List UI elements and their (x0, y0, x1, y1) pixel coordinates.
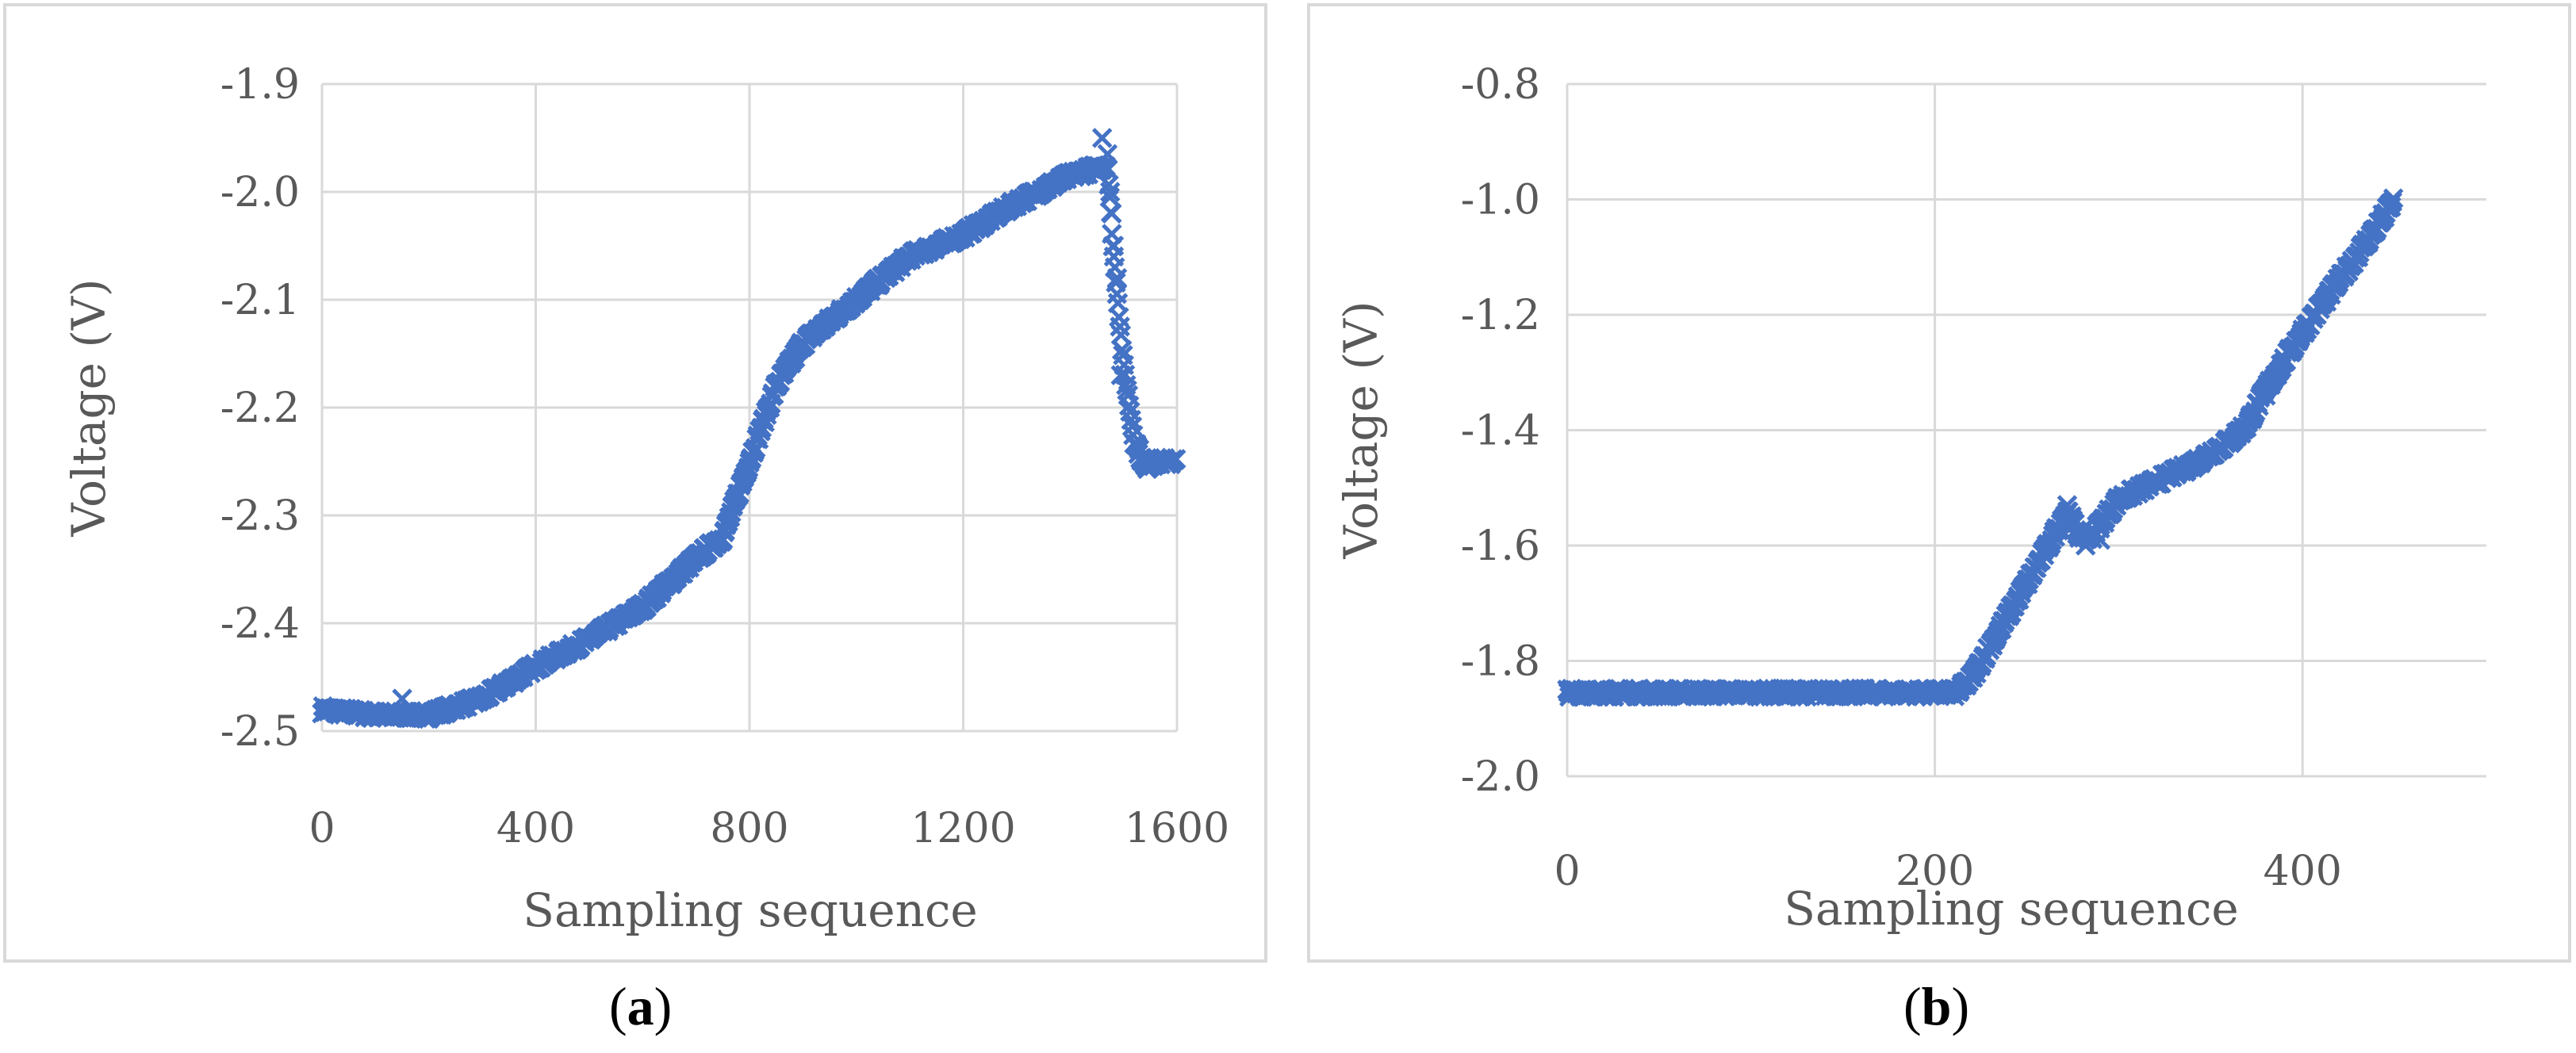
data-point-marker (1091, 128, 1113, 148)
chart-a-x-tick-label: 1200 (910, 805, 1015, 852)
data-point-marker (1110, 365, 1132, 385)
chart-a-y-tick-label: -1.9 (220, 61, 300, 109)
chart-a-y-tick-label: -2.4 (220, 600, 300, 648)
chart-a-y-tick-label: -2.1 (220, 277, 300, 324)
chart-a-x-tick-label: 400 (496, 805, 575, 852)
data-point-marker (1106, 268, 1128, 289)
chart-b-y-tick-label: -0.8 (1461, 61, 1540, 109)
chart-a-x-tick-label: 1600 (1125, 805, 1229, 852)
data-point-marker (1165, 449, 1186, 469)
chart-b-markers (1557, 188, 2404, 707)
data-point-marker (2090, 529, 2110, 550)
data-point-marker (392, 688, 412, 709)
chart-a-y-tick-label: -2.2 (220, 385, 300, 432)
chart-b-y-tick-label: -1.2 (1461, 292, 1540, 339)
chart-a-tick-labels: -2.5 -2.4 -2.3 -2.2 -2.1 -2.0 -1.9 0 400 800 1200 1… (220, 61, 1229, 852)
data-point-marker (1100, 182, 1121, 202)
chart-a-markers (312, 128, 1186, 729)
chart-b-tick-labels: -2.0 -1.8 -1.6 -1.4 -1.2 -1.0 -0.8 0 200 400 (1461, 61, 2342, 895)
chart-b-y-axis-title: Voltage (V) (1334, 301, 1388, 560)
data-point-marker (1097, 144, 1118, 165)
chart-b-y-tick-label: -1.6 (1461, 523, 1540, 570)
panel-label-a: (a) (609, 976, 673, 1036)
chart-a-x-axis-title: Sampling sequence (523, 883, 978, 937)
data-point-marker (1117, 380, 1137, 400)
chart-a-y-tick-label: -2.3 (220, 492, 300, 540)
data-point-marker (2256, 385, 2276, 406)
chart-a-gridlines (320, 82, 1179, 733)
chart-panel-a-frame (3, 3, 1267, 963)
data-point-marker (2382, 188, 2404, 209)
panel-label-b: (b) (1903, 976, 1970, 1036)
chart-a-x-tick-label: 800 (710, 805, 788, 852)
chart-panel-b-frame (1307, 3, 2571, 963)
chart-b-gridlines (1566, 82, 2486, 778)
chart-b-x-tick-label: 0 (1554, 848, 1580, 895)
data-point-marker (1102, 203, 1122, 224)
data-point-marker (2075, 535, 2096, 556)
data-point-marker (1103, 235, 1125, 256)
data-point-marker (2057, 495, 2078, 515)
chart-a-y-axis-title: Voltage (V) (62, 279, 116, 538)
chart-b-x-axis-title: Sampling sequence (1784, 882, 2239, 936)
chart-b-y-tick-label: -1.4 (1461, 408, 1540, 455)
chart-a-x-tick-label: 0 (309, 805, 335, 852)
chart-b-x-tick-label: 200 (1896, 848, 1974, 895)
chart-a-y-tick-label: -2.0 (220, 169, 300, 216)
chart-b-y-tick-label: -1.8 (1461, 638, 1540, 686)
chart-b-x-tick-label: 400 (2264, 848, 2342, 895)
chart-a-y-tick-label: -2.5 (220, 708, 300, 756)
chart-b-y-tick-label: -2.0 (1461, 753, 1540, 801)
chart-b-y-tick-label: -1.0 (1461, 177, 1540, 224)
